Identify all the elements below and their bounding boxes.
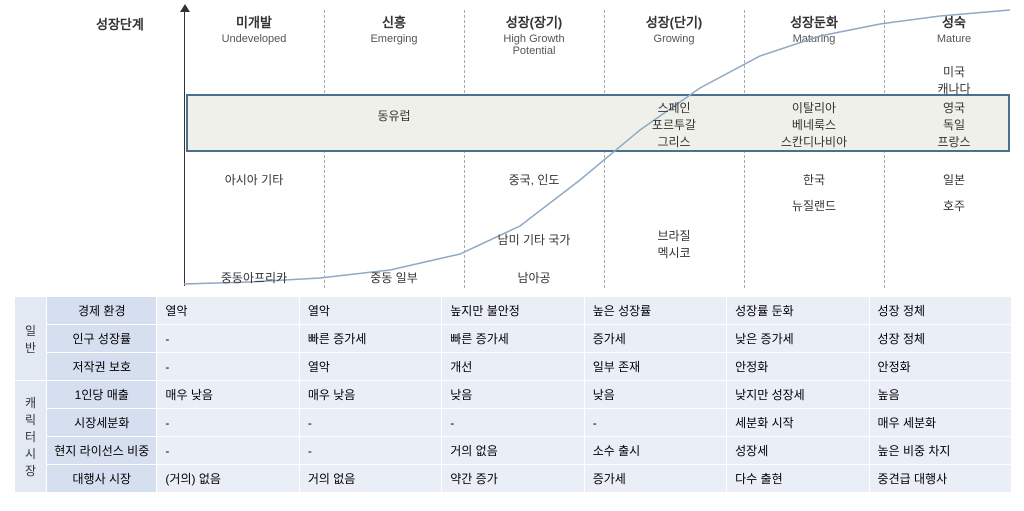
table-cell: - [157, 437, 299, 465]
table-cell: 낮음 [442, 381, 584, 409]
table-cell: 열악 [299, 353, 441, 381]
region-label: 이탈리아베네룩스스칸디나비아 [744, 100, 884, 150]
stage-title-en: Emerging [324, 33, 464, 45]
region-label: 영국독일프랑스 [884, 100, 1024, 150]
table-cell: 높음 [869, 381, 1011, 409]
stage-header: 성장(장기) High Growth Potential [464, 12, 604, 57]
region-label: 뉴질랜드 [744, 198, 884, 215]
table-cell: 다수 출현 [727, 465, 869, 493]
table-cell: - [442, 409, 584, 437]
y-axis-line [184, 6, 185, 286]
table-cell: 안정화 [869, 353, 1011, 381]
stage-title-kr: 미개발 [184, 12, 324, 31]
table-cell: 빠른 증가세 [299, 325, 441, 353]
table-row-label: 시장세분화 [47, 409, 157, 437]
region-label: 스페인포르투갈그리스 [604, 100, 744, 150]
region-label: 중국, 인도 [464, 172, 604, 189]
stage-title-kr: 신흥 [324, 12, 464, 31]
table-row-label: 경제 환경 [47, 297, 157, 325]
stage-title-en: Growing [604, 33, 744, 45]
table-cell: 소수 출시 [584, 437, 726, 465]
stage-title-kr: 성장(단기) [604, 12, 744, 31]
table-row-label: 저작권 보호 [47, 353, 157, 381]
attributes-table: 일반경제 환경열악열악높지만 불안정높은 성장률성장률 둔화성장 정체인구 성장… [14, 296, 1012, 493]
table-cell: 매우 낮음 [299, 381, 441, 409]
region-label: 호주 [884, 198, 1024, 215]
table-cell: 열악 [299, 297, 441, 325]
region-label: 브라질멕시코 [604, 228, 744, 262]
table-cell: 성장세 [727, 437, 869, 465]
stage-title-en: Mature [884, 33, 1024, 45]
stage-header: 성장(단기) Growing [604, 12, 744, 45]
table-cell: 높지만 불안정 [442, 297, 584, 325]
table-cell: - [299, 437, 441, 465]
stage-title-en: High Growth Potential [464, 33, 604, 57]
table-cell: 안정화 [727, 353, 869, 381]
table-cell: 낮지만 성장세 [727, 381, 869, 409]
region-label: 아시아 기타 [184, 172, 324, 189]
table-cell: (거의) 없음 [157, 465, 299, 493]
table-cell: - [584, 409, 726, 437]
region-label: 한국 [744, 172, 884, 189]
stage-title-kr: 성숙 [884, 12, 1024, 31]
stage-header: 성장둔화 Maturing [744, 12, 884, 45]
table-cell: 약간 증가 [442, 465, 584, 493]
region-label: 미국캐나다 [884, 64, 1024, 98]
stage-header: 신흥 Emerging [324, 12, 464, 45]
table-group-label: 캐릭터시장 [15, 381, 47, 493]
table-cell: 거의 없음 [299, 465, 441, 493]
table-row-label: 1인당 매출 [47, 381, 157, 409]
table-cell: 중견급 대행사 [869, 465, 1011, 493]
table-cell: 일부 존재 [584, 353, 726, 381]
table-cell: 성장률 둔화 [727, 297, 869, 325]
table-group-label: 일반 [15, 297, 47, 381]
table-cell: - [157, 325, 299, 353]
region-label: 동유럽 [324, 108, 464, 125]
table-cell: 증가세 [584, 465, 726, 493]
table-row-label: 대행사 시장 [47, 465, 157, 493]
table-cell: 높은 성장률 [584, 297, 726, 325]
table-cell: 낮음 [584, 381, 726, 409]
growth-stage-diagram: 성장단계 미개발 Undeveloped신흥 Emerging성장(장기) High … [0, 0, 1024, 511]
table-cell: - [157, 409, 299, 437]
region-label: 중동 일부 [324, 270, 464, 287]
table-cell: 성장 정체 [869, 325, 1011, 353]
table-cell: 세분화 시작 [727, 409, 869, 437]
region-label: 남아공 [464, 270, 604, 287]
table-cell: 매우 낮음 [157, 381, 299, 409]
table-row-label: 인구 성장률 [47, 325, 157, 353]
stage-axis-label: 성장단계 [96, 14, 144, 33]
table-cell: - [157, 353, 299, 381]
table-row-label: 현지 라이선스 비중 [47, 437, 157, 465]
table-cell: 거의 없음 [442, 437, 584, 465]
region-label: 일본 [884, 172, 1024, 189]
table-cell: 높은 비중 차지 [869, 437, 1011, 465]
table-cell: 열악 [157, 297, 299, 325]
y-axis-arrow [180, 4, 190, 12]
stage-title-en: Undeveloped [184, 33, 324, 45]
stage-title-en: Maturing [744, 33, 884, 45]
table-cell: - [299, 409, 441, 437]
table-cell: 개선 [442, 353, 584, 381]
table-cell: 증가세 [584, 325, 726, 353]
region-label: 남미 기타 국가 [464, 232, 604, 249]
region-label: 중동아프리카 [184, 270, 324, 287]
table-cell: 낮은 증가세 [727, 325, 869, 353]
stage-title-kr: 성장(장기) [464, 12, 604, 31]
stage-title-kr: 성장둔화 [744, 12, 884, 31]
stage-header: 미개발 Undeveloped [184, 12, 324, 45]
table-cell: 성장 정체 [869, 297, 1011, 325]
table-cell: 빠른 증가세 [442, 325, 584, 353]
stage-header: 성숙 Mature [884, 12, 1024, 45]
table-cell: 매우 세분화 [869, 409, 1011, 437]
